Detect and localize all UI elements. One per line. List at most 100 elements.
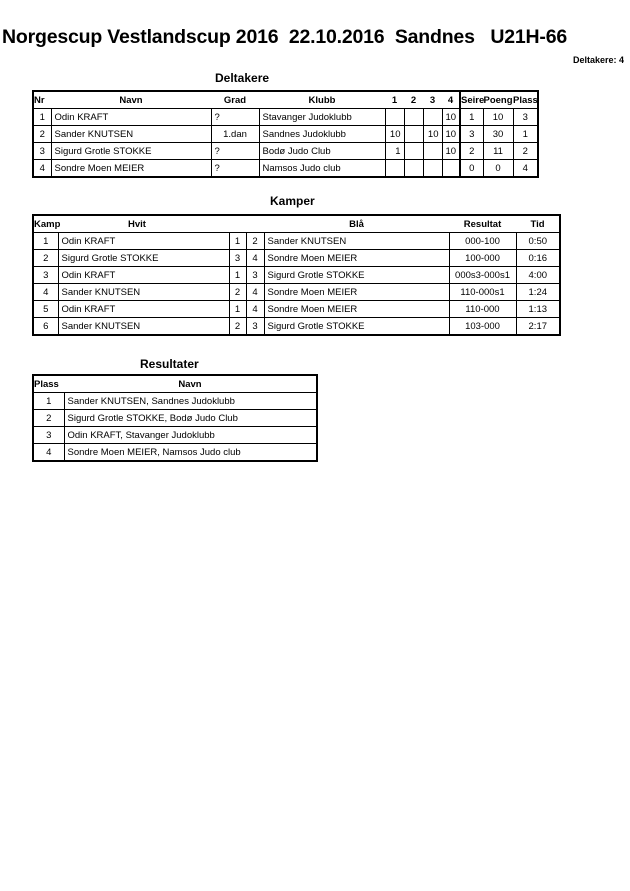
cell-kamp: 6 [32,317,59,336]
cell-hvit-nr: 2 [228,317,247,336]
cell-klubb: Namsos Judo club [258,159,386,178]
resultater-table: Plass Navn 1 Sander KNUTSEN, Sandnes Judo… [32,374,318,462]
cell-poeng: 10 [482,108,514,126]
cell-seire: 2 [459,142,484,160]
cell-hvit-nr: 1 [228,300,247,318]
cell-poeng: 30 [482,125,514,143]
cell-kamp: 2 [32,249,59,267]
cell-r4 [441,159,461,178]
result-row: 2 Sigurd Grotle STOKKE, Bodø Judo Club [32,409,318,427]
deltakere-table: Nr Navn Grad Klubb 1 2 3 4 Seire Poeng Plass 1 Odin … [32,90,539,178]
cell-bla: Sander KNUTSEN [263,232,450,250]
header-poeng: Poeng [483,94,513,106]
cell-r4: 10 [441,142,461,160]
header-navn: Navn [119,94,143,106]
cell-klubb: Stavanger Judoklubb [258,108,386,126]
cell-nr: 1 [32,108,52,126]
cell-plass: 4 [512,159,539,178]
header-klubb: Klubb [308,94,336,106]
resultater-heading: Resultater [140,357,199,371]
cell-navn: Odin KRAFT, Stavanger Judoklubb [63,426,318,444]
cell-hvit: Odin KRAFT [57,232,230,250]
cell-r3: 10 [422,125,443,143]
cell-hvit-nr: 2 [228,283,247,301]
cell-r2 [403,125,424,143]
header-resultat: Resultat [463,218,502,230]
cell-tid: 1:13 [515,300,561,318]
cell-kamp: 5 [32,300,59,318]
match-row: 2 Sigurd Grotle STOKKE 3 4 Sondre Moen MEIER… [32,249,561,267]
header-r2: 2 [410,94,417,106]
cell-plass: 2 [512,142,539,160]
cell-klubb: Sandnes Judoklubb [258,125,386,143]
match-row: 4 Sander KNUTSEN 2 4 Sondre Moen MEIER 110-00… [32,283,561,301]
cell-r2 [403,142,424,160]
cell-nr: 4 [32,159,52,178]
cell-bla-nr: 4 [245,300,265,318]
cell-r4: 10 [441,108,461,126]
result-row: 1 Sander KNUTSEN, Sandnes Judoklubb [32,392,318,410]
cell-seire: 1 [459,108,484,126]
cell-bla: Sigurd Grotle STOKKE [263,317,450,336]
header-tid: Tid [530,218,545,230]
cell-grad: ? [210,142,260,160]
header-plass: Plass [34,378,59,390]
cell-hvit-nr: 1 [228,266,247,284]
header-seire: Seire [459,91,484,109]
cell-plass: 1 [32,392,65,410]
cell-plass: 1 [512,125,539,143]
participant-row: 1 Odin KRAFT? Stavanger Judoklubb 10 1 10 3 [32,108,539,126]
cell-tid: 2:17 [515,317,561,336]
header-r1: 1 [391,94,398,106]
cell-r3 [422,108,443,126]
cell-bla: Sondre Moen MEIER [263,283,450,301]
page-title: Norgescup Vestlandscup 2016 22.10.2016 S… [2,26,568,48]
cell-grad: ? [210,108,260,126]
participant-row: 3 Sigurd Grotle STOKKE? Bodø Judo Club 1 10 2… [32,142,539,160]
cell-plass: 2 [32,409,65,427]
cell-resultat: 000-100 [448,232,517,250]
cell-kamp: 4 [32,283,59,301]
deltakere-heading: Deltakere [215,71,270,85]
cell-r1: 10 [384,125,405,143]
cell-r3 [422,159,443,178]
cell-resultat: 110-000s1 [448,283,517,301]
header-hvit: Hvit [128,218,146,230]
kamper-heading: Kamper [270,194,315,208]
cell-kamp: 3 [32,266,59,284]
cell-navn: Sigurd Grotle STOKKE [50,142,212,160]
participant-count: Deltakere: 4 [572,55,624,65]
cell-nr: 2 [32,125,52,143]
cell-tid: 1:24 [515,283,561,301]
cell-plass: 3 [32,426,65,444]
cell-kamp: 1 [32,232,59,250]
header-nr: Nr [34,94,45,106]
header-bla: Blå [349,218,364,230]
header-r4: 4 [447,94,454,106]
cell-hvit: Odin KRAFT [57,266,230,284]
cell-hvit-nr: 3 [228,249,247,267]
cell-plass: 4 [32,443,65,462]
cell-bla-nr: 3 [245,266,265,284]
participant-row: 4 Sondre Moen MEIER? Namsos Judo club 0 0 4 [32,159,539,178]
cell-tid: 0:50 [515,232,561,250]
cell-hvit: Sander KNUTSEN [57,317,230,336]
cell-seire: 3 [459,125,484,143]
cell-resultat: 000s3-000s1 [448,266,517,284]
cell-resultat: 103-000 [448,317,517,336]
cell-tid: 0:16 [515,249,561,267]
cell-bla-nr: 3 [245,317,265,336]
cell-navn: Sondre Moen MEIER, Namsos Judo club [63,443,318,462]
cell-navn: Sander KNUTSEN, Sandnes Judoklubb [63,392,318,410]
match-row: 6 Sander KNUTSEN 2 3 Sigurd Grotle STOKKE 103… [32,317,561,336]
cell-navn: Sigurd Grotle STOKKE, Bodø Judo Club [63,409,318,427]
result-row: 3 Odin KRAFT, Stavanger Judoklubb [32,426,318,444]
cell-r1: 1 [384,142,405,160]
header-grad: Grad [223,94,247,106]
cell-hvit: Sander KNUTSEN [57,283,230,301]
cell-grad: 1.dan [210,125,260,143]
cell-hvit: Odin KRAFT [57,300,230,318]
header-plass: Plass [513,94,538,106]
participant-row: 2 Sander KNUTSEN 1.dan Sandnes Judoklubb 10 1… [32,125,539,143]
cell-seire: 0 [459,159,484,178]
